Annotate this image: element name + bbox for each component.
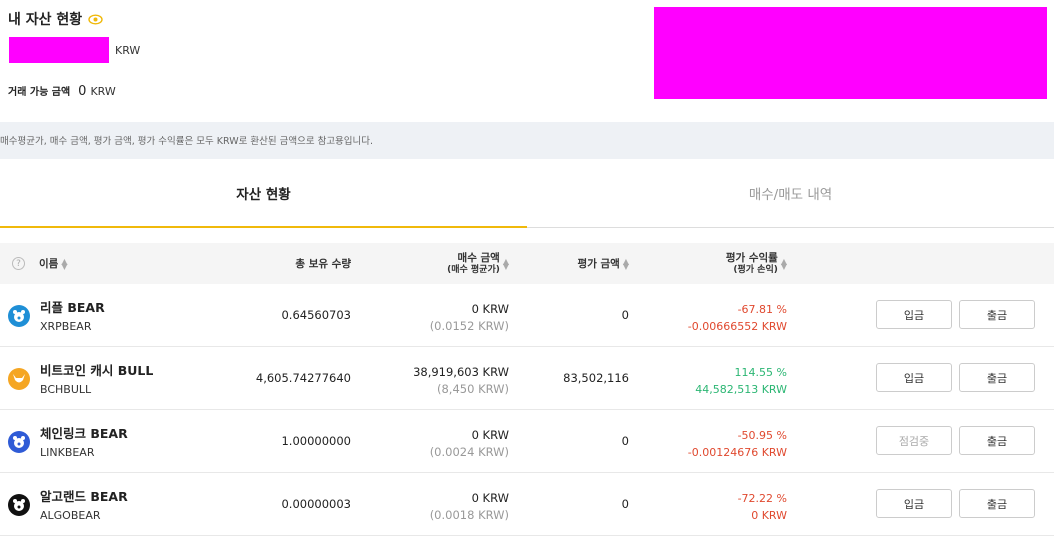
th-profit: 평가 수익률 (평가 손익) ▲ ▼: [725, 251, 787, 275]
available-amount: 거래 가능 금액 0 KRW: [8, 83, 116, 99]
th-buy-amount: 매수 금액 (매수 평균가) ▲ ▼: [447, 251, 509, 275]
algo-bear-icon: [8, 494, 30, 516]
quantity: 4,605.74277640: [255, 371, 351, 385]
sort-icon[interactable]: ▲ ▼: [780, 256, 787, 271]
buy-amount: 0 KRW (0.0152 KRW): [429, 302, 509, 333]
profit-loss: -50.95 % -0.00124676 KRW: [687, 429, 787, 459]
available-value: 0: [78, 84, 87, 99]
masked-total-amount: [9, 37, 109, 63]
eval-amount: 83,502,116: [563, 371, 629, 385]
notice-banner: 매수평균가, 매수 금액, 평가 금액, 평가 수익률은 모두 KRW로 환산된…: [0, 122, 1054, 159]
coin-ticker: BCHBULL: [40, 383, 92, 396]
sort-icon[interactable]: ▲ ▼: [622, 256, 629, 271]
table-row: 체인링크 BEAR LINKBEAR 1.00000000 0 KRW (0.0…: [0, 410, 1054, 473]
profit-loss: -72.22 % 0 KRW: [737, 492, 787, 522]
tab-trade-history[interactable]: 매수/매도 내역: [748, 187, 833, 203]
link-bear-icon: [8, 431, 30, 453]
tab-bar: 자산 현황 매수/매도 내역: [0, 159, 1054, 228]
total-unit: KRW: [115, 43, 141, 57]
withdraw-button[interactable]: 출금: [959, 363, 1035, 392]
coin-name: 체인링크 BEAR: [40, 426, 128, 441]
total-assets: KRW: [9, 37, 140, 63]
coin-name: 리플 BEAR: [40, 300, 105, 315]
eval-amount: 0: [621, 308, 629, 322]
withdraw-button[interactable]: 출금: [959, 426, 1035, 455]
coin-ticker: XRPBEAR: [40, 320, 92, 333]
tab-asset-status[interactable]: 자산 현황: [0, 159, 527, 228]
table-row: 리플 BEAR XRPBEAR 0.64560703 0 KRW (0.0152…: [0, 284, 1054, 347]
eval-amount: 0: [621, 497, 629, 511]
sort-icon[interactable]: ▲ ▼: [502, 256, 509, 271]
deposit-button[interactable]: 입금: [876, 489, 952, 518]
table-row: 알고랜드 BEAR ALGOBEAR 0.00000003 0 KRW (0.0…: [0, 473, 1054, 536]
help-icon[interactable]: ?: [12, 257, 25, 270]
buy-amount: 38,919,603 KRW (8,450 KRW): [413, 365, 509, 396]
deposit-button[interactable]: 입금: [876, 300, 952, 329]
quantity: 1.00000000: [281, 434, 351, 448]
quantity: 0.64560703: [281, 308, 351, 322]
page-title: 내 자산 현황: [8, 9, 103, 29]
available-unit: KRW: [90, 85, 116, 98]
eval-amount: 0: [621, 434, 629, 448]
table-header: ? 이름 ▲ ▼ 총 보유 수량 매수 금액 (매수 평균가) ▲ ▼ 평가 금액 ▲…: [0, 243, 1054, 284]
bch-bull-icon: [8, 368, 30, 390]
coin-ticker: LINKBEAR: [40, 446, 95, 459]
th-eval-amount: 평가 금액 ▲ ▼: [577, 256, 629, 271]
th-quantity: 총 보유 수량: [295, 258, 351, 270]
withdraw-button[interactable]: 출금: [959, 489, 1035, 518]
quantity: 0.00000003: [281, 497, 351, 511]
profit-loss: 114.55 % 44,582,513 KRW: [695, 366, 787, 396]
coin-name: 비트코인 캐시 BULL: [40, 363, 154, 378]
table-row: 비트코인 캐시 BULL BCHBULL 4,605.74277640 38,9…: [0, 347, 1054, 410]
profit-loss: -67.81 % -0.00666552 KRW: [687, 303, 787, 333]
buy-amount: 0 KRW (0.0024 KRW): [429, 428, 509, 459]
eye-icon[interactable]: [88, 13, 103, 25]
coin-name: 알고랜드 BEAR: [40, 489, 128, 504]
deposit-button[interactable]: 입금: [876, 363, 952, 392]
buy-amount: 0 KRW (0.0018 KRW): [429, 491, 509, 522]
available-label: 거래 가능 금액: [8, 87, 71, 98]
asset-table-body: 리플 BEAR XRPBEAR 0.64560703 0 KRW (0.0152…: [0, 284, 1054, 536]
deposit-maintenance-button[interactable]: 점검중: [876, 426, 952, 455]
withdraw-button[interactable]: 출금: [959, 300, 1035, 329]
asset-header: 내 자산 현황 KRW 거래 가능 금액 0 KRW: [0, 0, 1054, 122]
th-name: ? 이름 ▲ ▼: [12, 256, 67, 271]
masked-summary-panel: [654, 7, 1047, 99]
page-title-text: 내 자산 현황: [8, 12, 83, 28]
coin-ticker: ALGOBEAR: [40, 509, 101, 522]
xrp-bear-icon: [8, 305, 30, 327]
sort-icon[interactable]: ▲ ▼: [61, 256, 68, 271]
